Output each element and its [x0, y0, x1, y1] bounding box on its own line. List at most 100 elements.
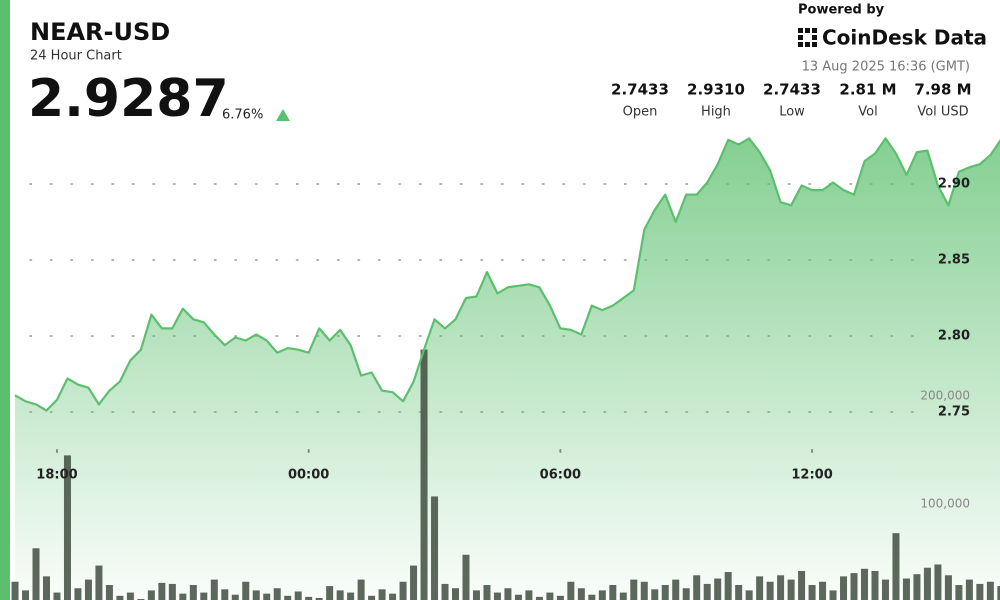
volume-bar — [105, 585, 113, 600]
volume-bar — [588, 594, 596, 600]
volume-bar — [714, 578, 722, 600]
subtitle: 24 Hour Chart — [30, 49, 122, 64]
volume-bar — [777, 575, 785, 600]
volume-bar — [410, 565, 418, 600]
up-arrow — [276, 109, 290, 121]
volume-bar — [294, 591, 302, 600]
y-tick-label: 2.90 — [938, 176, 970, 191]
brand: CoinDesk Data — [822, 26, 987, 50]
change: 6.76% — [222, 108, 263, 123]
volume-bar — [693, 575, 701, 600]
stat-value: 7.98 M — [914, 81, 971, 99]
volume-bar — [609, 585, 617, 600]
volume-bar — [462, 554, 470, 600]
volume-bar — [651, 589, 659, 600]
volume-bar — [766, 581, 774, 600]
volume-bar — [420, 349, 428, 600]
volume-bar — [504, 588, 512, 600]
volume-bar — [273, 588, 281, 600]
volume-bar — [357, 579, 365, 600]
volume-bar — [735, 585, 743, 600]
volume-bar — [284, 595, 292, 600]
volume-bar — [179, 593, 187, 600]
volume-bar — [829, 590, 837, 600]
volume-bar — [231, 594, 239, 600]
volume-bar — [850, 573, 858, 600]
volume-bar — [431, 496, 439, 600]
x-tick-label: 12:00 — [791, 468, 832, 483]
stat-label: Open — [623, 105, 658, 120]
plot — [11, 137, 1000, 600]
x-tick-label: 00:00 — [288, 468, 329, 483]
volume-bar — [682, 588, 690, 600]
volume-bar — [703, 583, 711, 600]
volume-bar — [902, 578, 910, 600]
volume-bar — [798, 570, 806, 600]
volume-bar — [577, 588, 585, 600]
stat-label: High — [701, 105, 731, 120]
volume-bar — [95, 565, 103, 600]
volume-bar — [452, 588, 459, 600]
y2-tick-label: 200,000 — [920, 389, 970, 403]
volume-bar — [808, 585, 816, 600]
volume-bar — [74, 588, 82, 600]
stat-label: Vol — [858, 105, 877, 120]
price: 2.9287 — [28, 69, 229, 129]
volume-bar — [567, 581, 575, 600]
volume-bar — [598, 590, 606, 600]
x-tick-label: 06:00 — [540, 468, 581, 483]
volume-bar — [756, 576, 764, 600]
volume-bar — [22, 590, 30, 600]
volume-bar — [147, 590, 155, 600]
x-tick-label: 18:00 — [36, 468, 77, 483]
volume-bar — [871, 570, 879, 600]
y-tick-label: 2.80 — [938, 328, 970, 343]
volume-bar — [986, 581, 994, 600]
volume-bar — [242, 581, 250, 600]
volume-bar — [840, 576, 848, 600]
volume-bar — [923, 567, 931, 600]
volume-bar — [189, 585, 197, 600]
volume-bar — [126, 592, 134, 600]
y-tick-label: 2.75 — [938, 404, 970, 419]
volume-bar — [158, 582, 166, 600]
stat-value: 2.7433 — [763, 81, 821, 99]
y2-tick-label: 100,000 — [920, 497, 970, 511]
volume-bar — [472, 590, 480, 600]
volume-bar — [934, 564, 942, 600]
volume-bar — [263, 593, 271, 600]
stat-label: Vol USD — [917, 105, 968, 120]
volume-bar — [399, 581, 407, 600]
volume-bar — [997, 586, 1000, 600]
volume-bar — [619, 592, 627, 600]
stat-label: Low — [779, 105, 805, 120]
accent-bar — [0, 0, 10, 600]
volume-bar — [347, 592, 355, 600]
volume-bar — [881, 579, 889, 600]
volume-bar — [556, 595, 564, 600]
volume-bar — [168, 583, 176, 600]
y-tick-label: 2.85 — [938, 252, 970, 267]
stat-value: 2.7433 — [611, 81, 669, 99]
volume-bar — [53, 592, 61, 600]
price-line — [14, 137, 1000, 412]
stat-value: 2.81 M — [839, 81, 896, 99]
volume-bar — [787, 579, 795, 600]
volume-bar — [861, 568, 869, 600]
volume-bar — [483, 585, 491, 600]
volume-bar — [630, 579, 638, 600]
powered-by: Powered by — [798, 3, 885, 18]
volume-bar — [116, 595, 124, 600]
volume-bar — [546, 592, 554, 600]
volume-bar — [955, 585, 963, 600]
volume-bar — [315, 597, 323, 600]
volume-bar — [63, 455, 71, 600]
stat-value: 2.9310 — [687, 81, 745, 99]
volume-bar — [84, 579, 92, 600]
volume-bar — [305, 596, 313, 600]
brand-logo — [798, 28, 817, 47]
volume-bar — [640, 581, 648, 600]
volume-bar — [221, 589, 229, 600]
volume-bar — [672, 579, 680, 600]
